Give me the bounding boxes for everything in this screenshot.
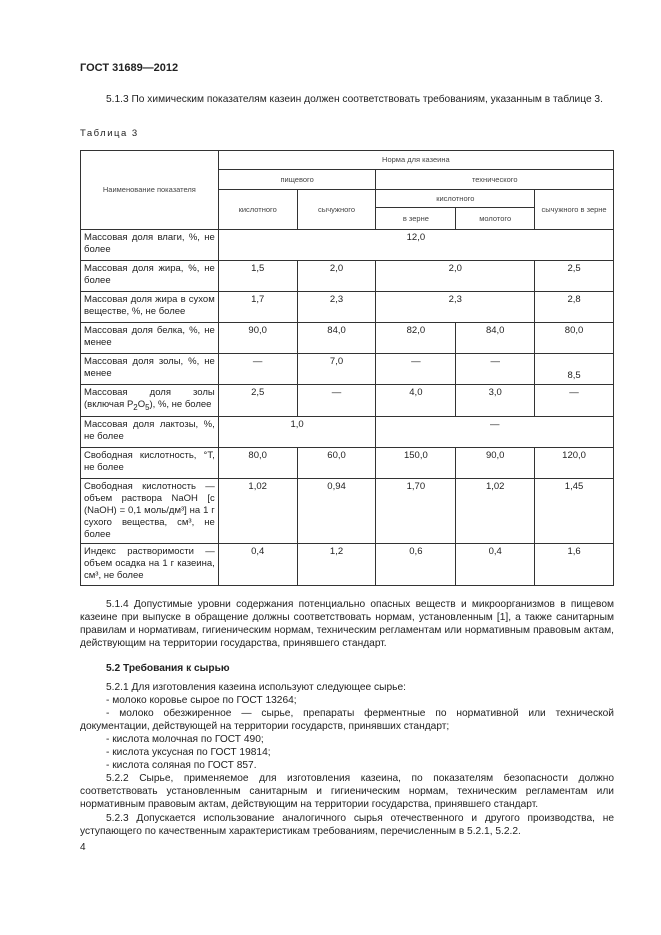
cell: 4,0: [375, 384, 457, 417]
label-part: Массовая доля золы (включая P: [84, 387, 215, 410]
cell: 2,5: [534, 260, 614, 292]
header-food: пищевого: [217, 169, 377, 190]
cell: 3,0: [455, 384, 536, 417]
cell: 84,0: [296, 322, 377, 354]
table-row: Массовая доля влаги, %, не более 12,0: [80, 229, 615, 261]
cell: 60,0: [296, 446, 377, 479]
label-part: ), %, не более: [149, 399, 212, 410]
cell: 2,0: [375, 260, 536, 292]
paragraph-5-1-3: 5.1.3 По химическим показателям казеин д…: [106, 94, 603, 105]
header-norm: Норма для казеина: [217, 150, 615, 170]
cell: 1,2: [296, 542, 377, 586]
cell: 7,0: [296, 353, 377, 385]
cell: —: [217, 353, 298, 385]
cell: 2,5: [217, 384, 298, 417]
cell: 2,8: [534, 291, 614, 323]
label-part: O: [137, 399, 146, 410]
raw-material-list: - молоко коровье сырое по ГОСТ 13264; - …: [80, 694, 614, 772]
table-row: Массовая доля белка, %, не менее 90,0 84,0…: [80, 322, 614, 354]
table-3: Наименование показателя Норма для казеина…: [80, 150, 615, 586]
row-label: Массовая доля белка, %, не менее: [80, 322, 219, 354]
subscript: 2: [133, 402, 138, 412]
cell: 0,4: [455, 542, 536, 586]
table-row: Массовая доля золы, %, не менее —7,0— —8,5: [80, 353, 614, 385]
list-item: - кислота соляная по ГОСТ 857.: [106, 760, 257, 771]
table-row: Массовая доля жира, %, не более 1,5 2,0 2,0…: [80, 260, 614, 292]
cell: —: [534, 384, 614, 417]
cell: 8,5: [534, 353, 614, 385]
cell: 0,4: [217, 542, 298, 586]
cell: 12,0: [217, 229, 615, 261]
cell: 0,6: [375, 542, 457, 586]
row-label: Массовая доля лактозы, %, не более: [80, 415, 219, 448]
cell: 80,0: [217, 446, 298, 479]
cell: 1,6: [534, 542, 614, 586]
list-item: - кислота уксусная по ГОСТ 19814;: [106, 747, 271, 758]
paragraph-5-2-2: 5.2.2 Сырье, применяемое для изготовлени…: [80, 773, 614, 810]
cell: —: [375, 415, 614, 448]
cell: 150,0: [375, 446, 457, 479]
table-row: Свободная кислотность — объем раствора N…: [80, 477, 614, 544]
header-ground: молотого: [455, 207, 536, 230]
cell: 1,45: [534, 477, 614, 544]
row-label: Массовая доля жира, %, не более: [80, 260, 219, 292]
table-row: Массовая доля золы (включая P2O5), %, не…: [80, 384, 614, 417]
document-header: ГОСТ 31689—2012: [80, 62, 179, 74]
row-label: Индекс растворимости — объем осадка на 1…: [80, 542, 219, 586]
row-label: Свободная кислотность, °Т, не более: [80, 446, 219, 479]
paragraph-5-1-4: 5.1.4 Допустимые уровни содержания потен…: [80, 599, 614, 649]
header-name: Наименование показателя: [80, 150, 219, 230]
row-label: Массовая доля золы, %, не менее: [80, 353, 219, 385]
cell: 2,3: [375, 291, 536, 323]
header-rennet: сычужного: [296, 189, 377, 230]
row-label: Свободная кислотность — объем раствора N…: [80, 477, 219, 544]
list-item: - молоко коровье сырое по ГОСТ 13264;: [106, 695, 297, 706]
cell: 90,0: [217, 322, 298, 354]
cell: 82,0: [375, 322, 457, 354]
cell: 0,94: [296, 477, 377, 544]
section-heading-5-2: 5.2 Требования к сырью: [106, 663, 230, 674]
cell: —: [375, 353, 457, 385]
subscript: 5: [145, 402, 150, 412]
cell: 1,7: [217, 291, 298, 323]
cell: —: [455, 353, 536, 385]
header-acid: кислотного: [217, 189, 298, 230]
cell: 2,0: [296, 260, 377, 292]
cell: 1,02: [455, 477, 536, 544]
header-grain: в зерне: [375, 207, 457, 230]
list-item: - молоко обезжиренное — сырье, препараты…: [80, 708, 614, 732]
cell: 2,3: [296, 291, 377, 323]
table-caption: Таблица 3: [80, 128, 139, 139]
cell: 1,5: [217, 260, 298, 292]
row-label: Массовая доля жира в сухом веществе, %, …: [80, 291, 219, 323]
table-row: Массовая доля жира в сухом веществе, %, …: [80, 291, 614, 323]
cell: 90,0: [455, 446, 536, 479]
table-row: Свободная кислотность, °Т, не более 80,0 6…: [80, 446, 614, 479]
table-row: Индекс растворимости — объем осадка на 1…: [80, 542, 614, 586]
header-tech-acid: кислотного: [375, 189, 536, 208]
paragraph-5-2-1: 5.2.1 Для изготовления казеина использую…: [106, 682, 406, 693]
cell: 1,02: [217, 477, 298, 544]
list-item: - кислота молочная по ГОСТ 490;: [106, 734, 264, 745]
cell: 1,0: [217, 415, 377, 448]
paragraph-5-2-3: 5.2.3 Допускается использование аналогич…: [80, 813, 614, 837]
header-tech-rennet: сычужного в зерне: [534, 189, 614, 230]
cell: 84,0: [455, 322, 536, 354]
header-tech: технического: [375, 169, 614, 190]
cell: 1,70: [375, 477, 457, 544]
cell: —: [296, 384, 377, 417]
row-label: Массовая доля золы (включая P2O5), %, не…: [80, 384, 219, 417]
cell: 120,0: [534, 446, 614, 479]
page-number: 4: [80, 842, 86, 853]
cell: 80,0: [534, 322, 614, 354]
table-row: Массовая доля лактозы, %, не более 1,0—: [80, 415, 614, 448]
row-label: Массовая доля влаги, %, не более: [80, 229, 219, 261]
